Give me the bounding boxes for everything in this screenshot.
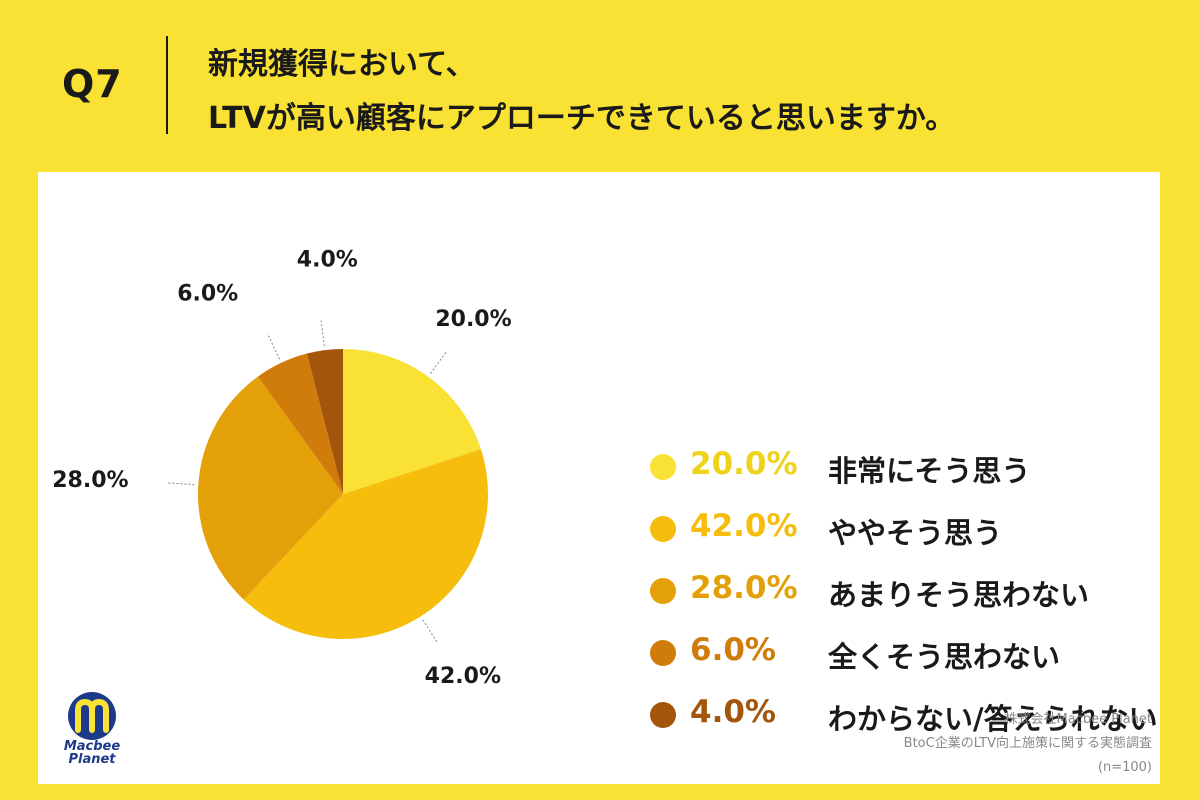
legend-label: 非常にそう思う <box>828 454 1031 488</box>
legend-item-2: 42.0% ややそう思う <box>650 504 1200 560</box>
pie-slice-4 <box>257 353 343 494</box>
logo-line-2: Planet <box>68 752 116 767</box>
data-label-1: 20.0% <box>435 307 511 332</box>
leader-line-3 <box>168 482 195 486</box>
legend-percent: 6.0% <box>690 632 776 668</box>
legend-item-1: 20.0% 非常にそう思う <box>650 442 1200 498</box>
logo-m-right <box>89 698 109 733</box>
pie-slice-3 <box>198 376 343 600</box>
leader-line-4 <box>268 335 281 360</box>
legend-item-3: 28.0% あまりそう思わない <box>650 566 1200 622</box>
source-company: 株式会社Macbee Planet <box>1004 712 1152 727</box>
question-number: Q7 <box>62 62 123 106</box>
legend-percent: 4.0% <box>690 694 776 730</box>
legend-label: わからない/答えられない <box>828 702 1158 736</box>
header: Q7 新規獲得において、 LTVが高い顧客にアプローチできていると思いますか。 <box>0 0 1200 170</box>
source-sample-size: (n=100) <box>1097 760 1152 775</box>
legend-swatch <box>650 516 676 542</box>
macbee-planet-logo: Macbee Planet <box>52 690 132 780</box>
legend-label: ややそう思う <box>828 516 1003 550</box>
question-line-1: 新規獲得において、 <box>208 47 476 82</box>
leader-line-2 <box>422 619 438 643</box>
logo-mark-icon <box>68 692 116 740</box>
legend-percent: 42.0% <box>690 508 798 544</box>
legend-swatch <box>650 578 676 604</box>
legend-item-5: 4.0% わからない/答えられない <box>650 690 1200 746</box>
question-text: 新規獲得において、 LTVが高い顧客にアプローチできていると思いますか。 <box>208 38 955 146</box>
legend-percent: 28.0% <box>690 570 798 606</box>
legend-swatch <box>650 702 676 728</box>
logo-line-1: Macbee <box>63 739 121 754</box>
source-note: 株式会社Macbee Planet BtoC企業のLTV向上施策に関する実態調査… <box>904 708 1152 780</box>
question-line-2: LTVが高い顧客にアプローチできていると思いますか。 <box>208 101 956 136</box>
data-label-3: 28.0% <box>52 468 128 493</box>
legend-label: 全くそう思わない <box>828 640 1061 674</box>
data-label-2: 42.0% <box>425 664 501 689</box>
data-label-4: 6.0% <box>177 282 238 307</box>
legend-item-4: 6.0% 全くそう思わない <box>650 628 1200 684</box>
pie-chart: 20.0% 42.0% 28.0% 6.0% 4.0% <box>52 248 511 689</box>
pie-slice-5 <box>306 349 343 494</box>
leader-line-5 <box>320 320 325 347</box>
legend-label: あまりそう思わない <box>828 578 1090 612</box>
header-divider <box>166 36 168 134</box>
legend-swatch <box>650 454 676 480</box>
pie-slice-2 <box>243 449 489 639</box>
source-survey: BtoC企業のLTV向上施策に関する実態調査 <box>903 736 1152 751</box>
pie-slice-1 <box>343 349 481 494</box>
leader-line-1 <box>430 352 447 374</box>
data-label-5: 4.0% <box>297 248 358 273</box>
logo-text: Macbee Planet <box>52 740 132 766</box>
legend-percent: 20.0% <box>690 446 798 482</box>
legend-swatch <box>650 640 676 666</box>
chart-panel: 20.0% 42.0% 28.0% 6.0% 4.0% 20.0% 非常にそう思う 42.0… <box>38 172 1160 784</box>
